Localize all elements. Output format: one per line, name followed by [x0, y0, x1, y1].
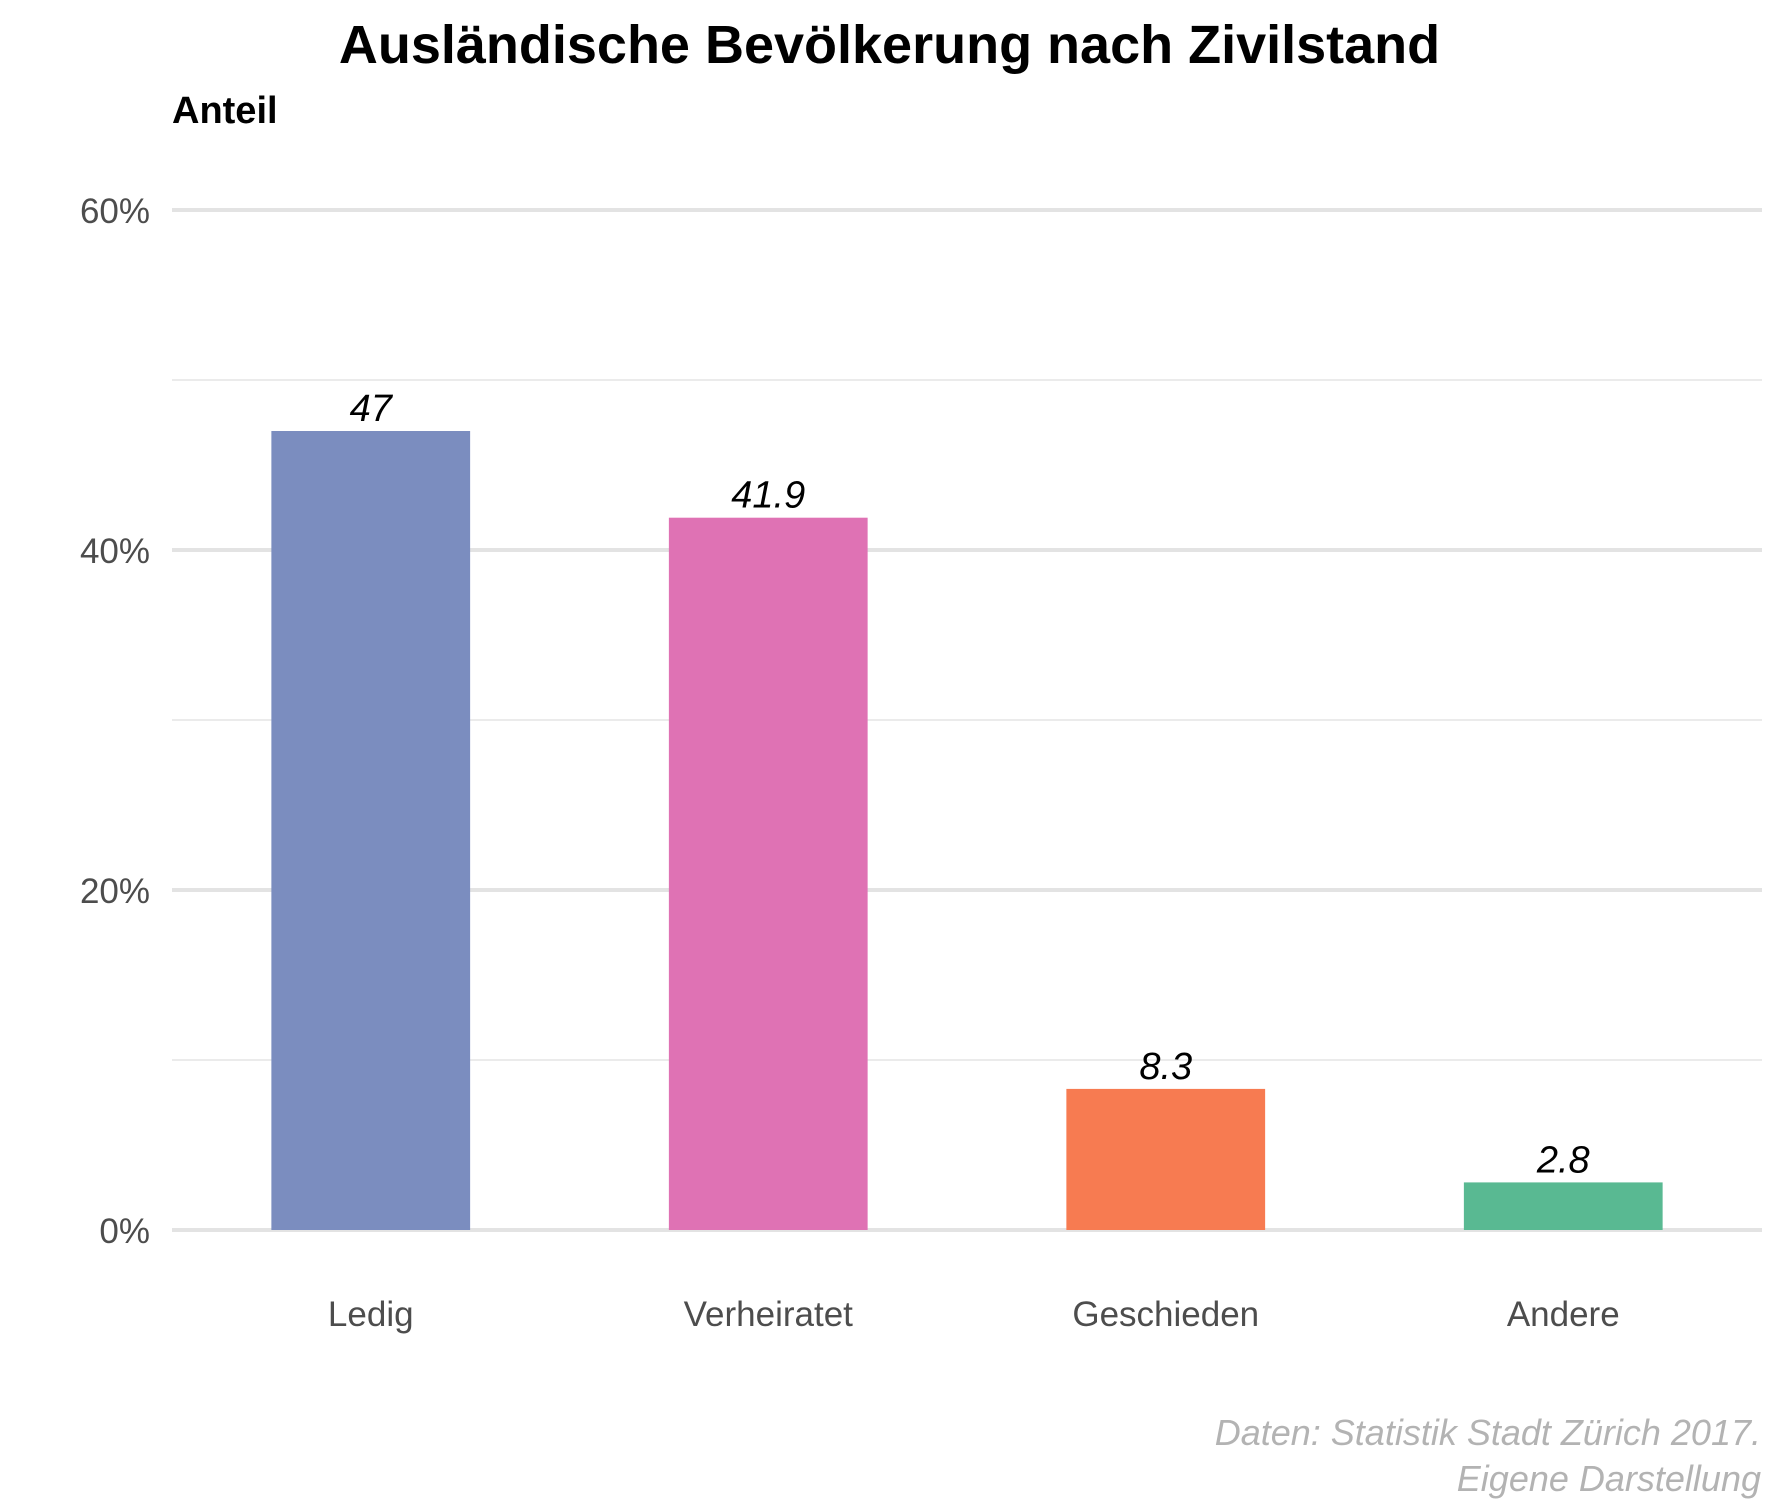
y-tick-label: 0%	[99, 1212, 150, 1251]
bar-ledig	[271, 431, 471, 1230]
y-axis-title: Anteil	[172, 90, 278, 132]
x-tick-label: Andere	[1507, 1295, 1620, 1334]
bar-value-label: 8.3	[1139, 1046, 1192, 1088]
y-tick-label: 40%	[80, 532, 150, 571]
caption-line-2: Eigene Darstellung	[1456, 1458, 1761, 1499]
bar-value-labels: 47 41.9 8.3 2.8	[350, 388, 1590, 1181]
y-tick-labels: 0% 20% 40% 60%	[80, 192, 150, 1251]
bar-verheiratet	[668, 517, 868, 1230]
x-tick-labels: Ledig Verheiratet Geschieden Andere	[328, 1295, 1620, 1334]
bar-value-label: 2.8	[1536, 1139, 1590, 1181]
bar-andere	[1463, 1182, 1663, 1230]
y-tick-label: 60%	[80, 192, 150, 231]
bars	[271, 431, 1663, 1230]
chart-title: Ausländische Bevölkerung nach Zivilstand	[338, 15, 1441, 75]
x-tick-label: Geschieden	[1072, 1295, 1259, 1334]
bar-value-label: 47	[350, 388, 394, 430]
x-tick-label: Verheiratet	[684, 1295, 854, 1334]
source-caption: Daten: Statistik Stadt Zürich 2017. Eige…	[1215, 1410, 1761, 1502]
y-tick-label: 20%	[80, 872, 150, 911]
x-tick-label: Ledig	[328, 1295, 414, 1334]
bar-geschieden	[1066, 1088, 1266, 1230]
caption-line-1: Daten: Statistik Stadt Zürich 2017.	[1214, 1412, 1761, 1453]
bar-value-label: 41.9	[731, 475, 805, 517]
